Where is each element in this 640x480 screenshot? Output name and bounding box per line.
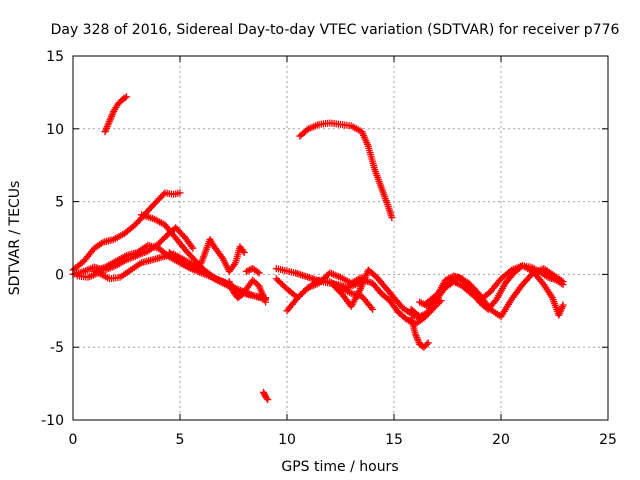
data-point bbox=[176, 189, 184, 197]
y-tick-label: -5 bbox=[50, 340, 64, 356]
x-tick-label: 5 bbox=[176, 432, 185, 448]
series-track-p bbox=[407, 314, 432, 351]
data-point bbox=[239, 247, 247, 255]
data-point bbox=[254, 268, 262, 276]
x-tick-label: 10 bbox=[278, 432, 296, 448]
ticks: 0 5 10 15 20 25 -10 -5 0 5 10 15 bbox=[41, 49, 617, 448]
series-track-a bbox=[101, 93, 130, 136]
y-tick-label: -10 bbox=[41, 413, 64, 429]
data-point bbox=[123, 93, 130, 101]
data-point bbox=[424, 339, 432, 347]
series-track-b bbox=[296, 119, 396, 222]
data-point bbox=[423, 340, 431, 348]
data-point bbox=[121, 94, 129, 102]
data-point bbox=[262, 298, 270, 306]
data-point bbox=[369, 305, 377, 313]
data-point bbox=[240, 249, 248, 257]
data-point bbox=[218, 253, 226, 261]
x-tick-label: 15 bbox=[385, 432, 403, 448]
data-point bbox=[189, 244, 197, 252]
x-tick-label: 0 bbox=[69, 432, 78, 448]
x-axis-label: GPS time / hours bbox=[281, 459, 398, 475]
data-point bbox=[244, 267, 252, 275]
y-tick-label: 15 bbox=[46, 49, 64, 65]
y-tick-label: 0 bbox=[55, 267, 64, 283]
x-tick-label: 25 bbox=[599, 432, 617, 448]
series-track-j bbox=[242, 265, 263, 277]
grid bbox=[73, 56, 608, 420]
series-group bbox=[69, 93, 567, 404]
data-point bbox=[388, 214, 396, 222]
data-point bbox=[263, 394, 271, 402]
series-track-e bbox=[69, 224, 197, 278]
series-track-o bbox=[330, 266, 430, 322]
x-tick-label: 20 bbox=[492, 432, 510, 448]
chart-title: Day 328 of 2016, Sidereal Day-to-day VTE… bbox=[51, 22, 620, 38]
data-point bbox=[547, 292, 555, 300]
series-track-s bbox=[416, 262, 567, 319]
data-point bbox=[188, 243, 196, 251]
data-point bbox=[559, 278, 567, 286]
series-track-k bbox=[259, 388, 272, 404]
series-track-i bbox=[225, 276, 270, 306]
plot-frame bbox=[72, 55, 609, 421]
data-point bbox=[559, 301, 567, 309]
data-point bbox=[264, 396, 272, 404]
y-tick-label: 5 bbox=[55, 195, 64, 211]
data-point bbox=[255, 269, 263, 277]
y-tick-label: 10 bbox=[46, 122, 64, 138]
series-track-h bbox=[165, 235, 248, 275]
y-axis-label: SDTVAR / TECUs bbox=[7, 181, 23, 296]
series-track-n bbox=[283, 269, 366, 315]
data-point bbox=[367, 304, 375, 312]
data-point bbox=[160, 190, 168, 198]
data-point bbox=[242, 267, 250, 275]
